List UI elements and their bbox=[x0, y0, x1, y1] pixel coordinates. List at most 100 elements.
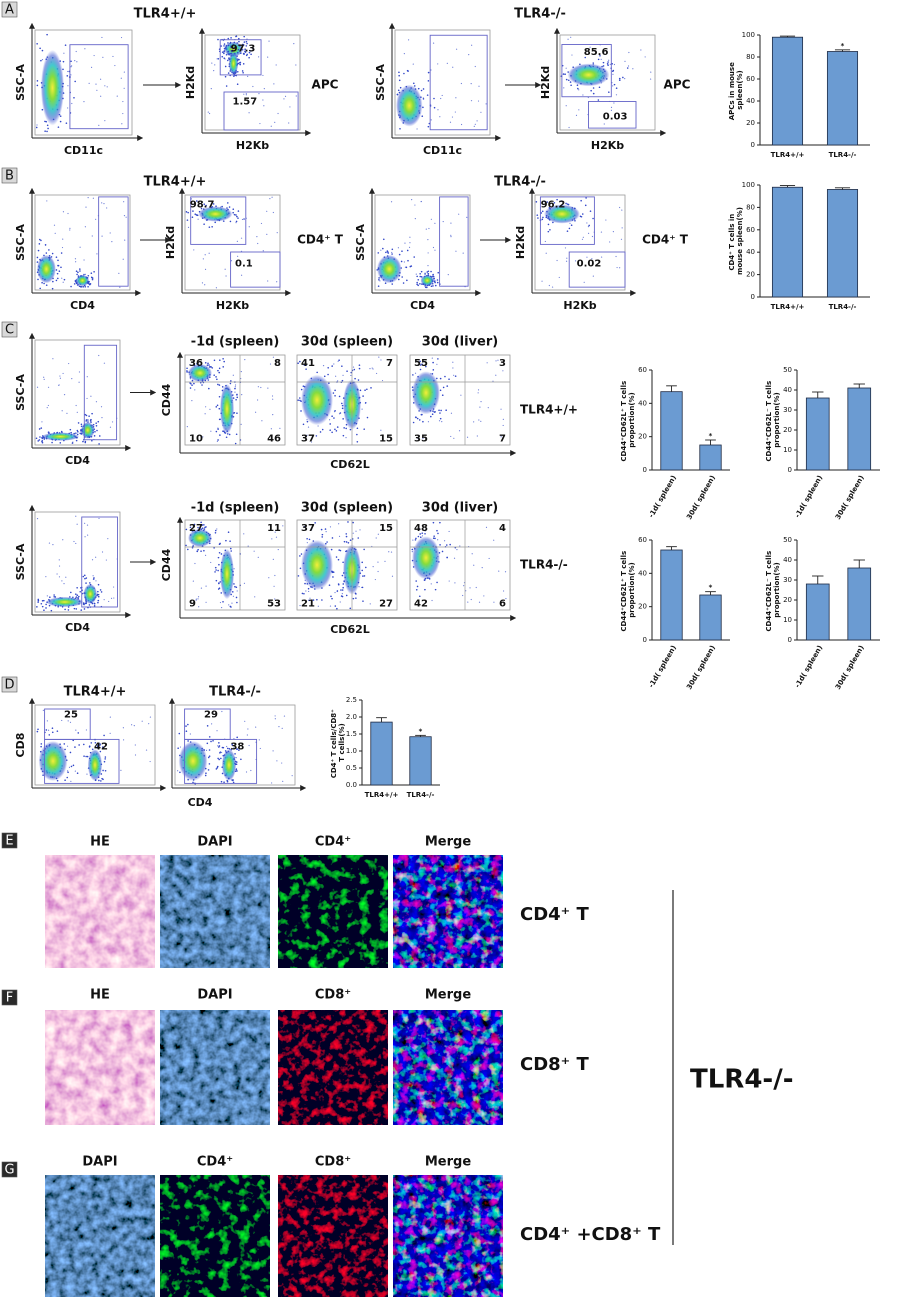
event-dot bbox=[377, 252, 380, 254]
event-dot bbox=[229, 52, 231, 55]
event-dot bbox=[441, 421, 443, 423]
gate-value: 29 bbox=[204, 710, 218, 721]
event-dot bbox=[408, 246, 411, 248]
event-dot bbox=[442, 386, 445, 389]
event-dot bbox=[70, 591, 72, 594]
event-dot bbox=[75, 596, 78, 598]
event-dot bbox=[298, 397, 301, 399]
event-dot bbox=[230, 49, 233, 52]
event-dot bbox=[246, 734, 248, 736]
event-dot bbox=[267, 56, 269, 58]
y-axis-label: APCs in mouse spleen(%) bbox=[728, 60, 744, 121]
event-dot bbox=[370, 387, 372, 389]
event-dot bbox=[82, 440, 84, 443]
event-dot bbox=[378, 278, 380, 281]
quadrant-value: 35 bbox=[414, 434, 428, 445]
event-dot bbox=[36, 256, 39, 259]
panel-letter-box bbox=[1, 321, 18, 338]
event-dot bbox=[106, 207, 108, 209]
event-dot bbox=[349, 607, 352, 610]
density-core bbox=[40, 49, 65, 126]
event-dot bbox=[237, 210, 240, 212]
event-dot bbox=[460, 82, 462, 85]
event-dot bbox=[610, 109, 613, 111]
panel-letter-box bbox=[1, 167, 18, 184]
event-dot bbox=[100, 780, 102, 782]
event-dot bbox=[75, 50, 77, 53]
event-dot bbox=[281, 727, 283, 729]
event-dot bbox=[70, 66, 72, 68]
event-dot bbox=[215, 569, 217, 571]
event-dot bbox=[612, 70, 614, 73]
event-dot bbox=[54, 232, 56, 234]
event-dot bbox=[402, 282, 405, 284]
event-dot bbox=[257, 242, 259, 245]
event-dot bbox=[465, 590, 467, 592]
event-dot bbox=[566, 257, 568, 259]
event-dot bbox=[576, 84, 579, 86]
event-dot bbox=[62, 60, 65, 63]
event-dot bbox=[217, 588, 220, 590]
event-dot bbox=[67, 770, 69, 772]
event-dot bbox=[75, 432, 77, 434]
event-dot bbox=[216, 730, 218, 732]
event-dot bbox=[240, 377, 242, 380]
event-dot bbox=[97, 420, 100, 423]
x-axis-label: H2Kb bbox=[591, 139, 624, 152]
density-core bbox=[75, 274, 90, 287]
event-dot bbox=[226, 745, 228, 748]
event-dot bbox=[88, 82, 90, 84]
event-dot bbox=[247, 545, 249, 547]
event-dot bbox=[299, 360, 301, 363]
event-dot bbox=[227, 44, 230, 47]
panel-letter-box bbox=[1, 676, 18, 693]
event-dot bbox=[570, 36, 572, 38]
event-dot bbox=[272, 398, 274, 400]
event-dot bbox=[416, 417, 419, 420]
event-dot bbox=[352, 521, 354, 524]
gate bbox=[230, 251, 281, 288]
event-dot bbox=[177, 770, 179, 772]
event-dot bbox=[87, 285, 89, 288]
event-dot bbox=[600, 256, 603, 258]
event-dot bbox=[334, 409, 336, 412]
event-dot bbox=[502, 418, 504, 420]
event-dot bbox=[300, 553, 303, 555]
event-dot bbox=[234, 384, 237, 386]
event-dot bbox=[582, 94, 584, 96]
event-dot bbox=[48, 604, 51, 607]
y-tick-label: 10 bbox=[783, 616, 792, 624]
event-dot bbox=[331, 431, 333, 434]
event-dot bbox=[91, 277, 94, 279]
event-dot bbox=[201, 527, 204, 530]
y-axis-label: CD4⁺ T cells in mouse spleen(%) bbox=[728, 207, 744, 275]
quadrant-value: 46 bbox=[267, 434, 281, 445]
event-dot bbox=[369, 603, 371, 605]
event-dot bbox=[101, 777, 103, 780]
y-axis-label: CD8 bbox=[14, 733, 27, 758]
event-dot bbox=[215, 579, 218, 582]
event-dot bbox=[97, 595, 100, 598]
bar bbox=[826, 51, 859, 146]
bar bbox=[660, 549, 683, 641]
event-dot bbox=[56, 730, 59, 732]
event-dot bbox=[41, 281, 43, 284]
event-dot bbox=[201, 282, 204, 284]
event-dot bbox=[341, 407, 344, 410]
event-dot bbox=[586, 222, 588, 224]
event-dot bbox=[583, 281, 585, 283]
plot-frame bbox=[34, 511, 121, 613]
event-dot bbox=[417, 284, 419, 287]
y-tick-label: 2.5 bbox=[346, 696, 357, 704]
quadrant-value: 7 bbox=[499, 434, 506, 445]
event-dot bbox=[122, 112, 124, 115]
event-dot bbox=[470, 83, 472, 85]
event-dot bbox=[466, 436, 469, 438]
event-dot bbox=[560, 200, 563, 202]
quadrant-value: 7 bbox=[386, 358, 393, 369]
event-dot bbox=[347, 541, 350, 544]
micrograph bbox=[278, 855, 388, 968]
event-dot bbox=[271, 782, 273, 784]
event-dot bbox=[226, 747, 229, 750]
event-dot bbox=[79, 246, 81, 248]
